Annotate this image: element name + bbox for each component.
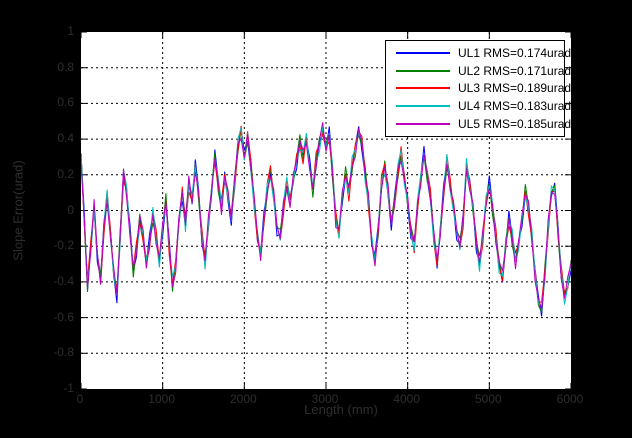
legend-line-sample [396, 51, 450, 54]
y-tick-label: -0.2 [53, 238, 74, 253]
legend-item-label: UL4 RMS=0.183urad [458, 99, 572, 114]
legend-item-label: UL3 RMS=0.189urad [458, 81, 572, 96]
x-tick-label: 0 [76, 392, 84, 406]
x-tick-label: 6000 [556, 392, 584, 406]
y-tick-label: 0 [67, 202, 74, 217]
legend-item-label: UL1 RMS=0.174urad [458, 45, 572, 60]
x-tick-label: 3000 [311, 392, 339, 406]
x-tick-label: 5000 [474, 392, 502, 406]
y-tick-label: -1 [63, 381, 74, 395]
legend-item-UL3: UL3 RMS=0.189urad [386, 81, 571, 95]
legend-line-sample [396, 87, 450, 90]
legend-line-sample [396, 105, 450, 108]
x-tick-label: 4000 [393, 392, 420, 406]
legend-item-label: UL2 RMS=0.171urad [458, 63, 572, 78]
legend-item-UL2: UL2 RMS=0.171urad [386, 64, 571, 78]
y-tick-label: 0.2 [57, 166, 74, 181]
legend-line-sample [396, 69, 450, 72]
legend-item-UL4: UL4 RMS=0.183urad [386, 99, 571, 113]
y-tick-label: -0.4 [53, 273, 74, 288]
plot-canvas [81, 32, 571, 389]
series-line-UL5 [81, 122, 571, 309]
x-tick-label: 1000 [148, 392, 175, 406]
legend: UL1 RMS=0.174urad UL2 RMS=0.171urad UL3 RM… [385, 40, 571, 137]
y-axis-label: Slope Error(urad) [10, 160, 26, 261]
x-axis-label: Length (mm) [304, 402, 378, 417]
y-tick-label: 0.4 [57, 131, 74, 146]
legend-item-label: UL5 RMS=0.185urad [458, 117, 572, 132]
legend-item-UL1: UL1 RMS=0.174urad [386, 46, 571, 60]
x-tick-label: 2000 [229, 392, 257, 406]
y-tick-label: 0.8 [57, 59, 74, 74]
y-tick-label: 0.6 [57, 95, 74, 110]
y-tick-label: 1 [67, 24, 74, 38]
legend-line-sample [396, 123, 450, 126]
legend-item-UL5: UL5 RMS=0.185urad [386, 117, 571, 131]
y-tick-label: -0.6 [53, 309, 74, 324]
y-tick-label: -0.8 [53, 345, 74, 360]
